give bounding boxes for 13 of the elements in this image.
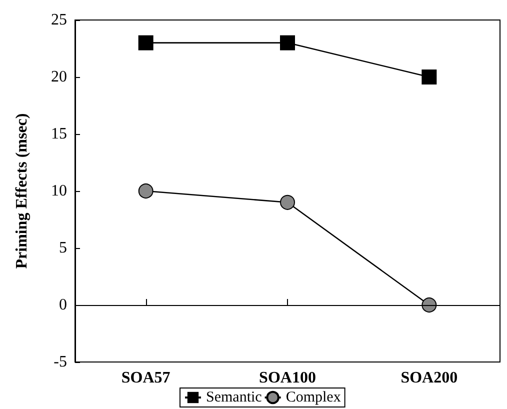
y-tick-label: 5 <box>59 240 67 256</box>
legend-label: Complex <box>286 390 342 406</box>
y-tick-label: 10 <box>51 182 67 200</box>
y-axis-title: Priming Effects (msec) <box>14 113 30 269</box>
x-tick-label: SOA100 <box>259 370 316 386</box>
y-tick-label: -5 <box>54 354 67 370</box>
y-tick-label: 0 <box>59 296 67 314</box>
x-tick-label: SOA57 <box>121 370 170 386</box>
x-tick-label: SOA200 <box>400 370 458 386</box>
y-tick-label: 25 <box>51 12 67 28</box>
legend-label: Semantic <box>206 390 262 406</box>
y-tick-label: 15 <box>51 126 67 142</box>
y-tick-label: 20 <box>51 68 67 86</box>
